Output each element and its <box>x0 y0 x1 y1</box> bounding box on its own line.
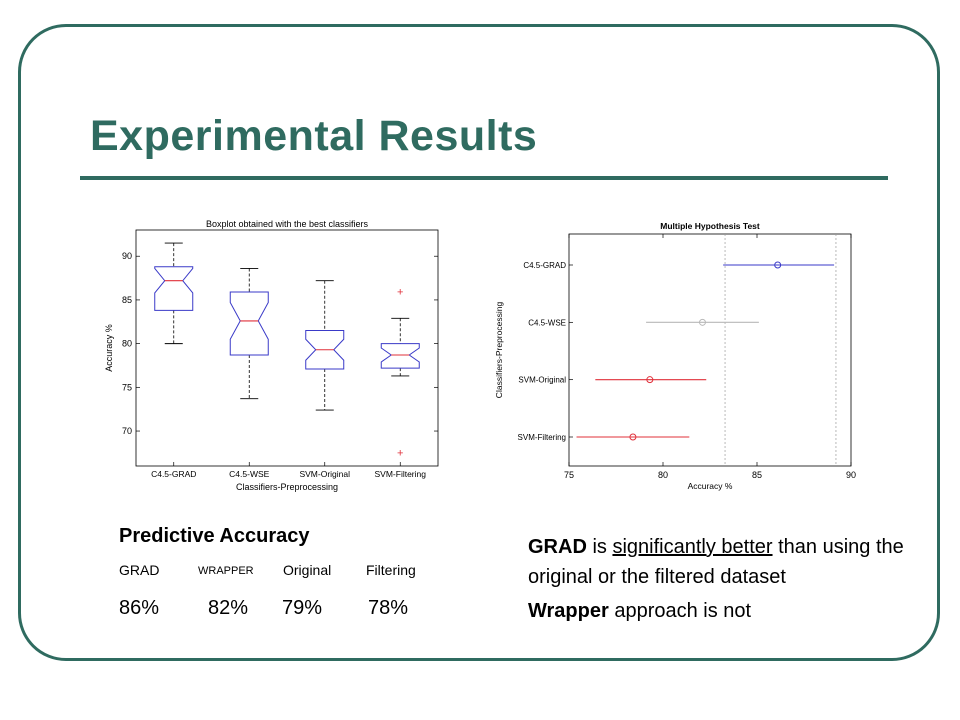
boxplot-box <box>305 330 345 370</box>
boxplot-xtick-label: C4.5-GRAD <box>151 469 196 479</box>
boxplot-ytick-label: 85 <box>122 295 132 305</box>
boxplot-box <box>154 266 194 311</box>
mht-title: Multiple Hypothesis Test <box>660 221 760 231</box>
mht-xtick-label: 85 <box>752 470 762 480</box>
boxplot-xtick-label: SVM-Filtering <box>375 469 427 479</box>
pa-label-wrapper: WRAPPER <box>198 565 254 577</box>
mht-ytick-label: C4.5-GRAD <box>523 261 566 270</box>
pa-value-filtering: 78% <box>368 597 409 619</box>
conclusion-grad: GRAD <box>528 536 587 558</box>
mht-axes-frame <box>568 233 852 467</box>
conclusion-line-2: Wrapper approach is not <box>528 596 948 626</box>
boxplot-axes-frame <box>135 229 439 467</box>
conclusion-wrapper: Wrapper <box>528 600 609 622</box>
boxplot-chart: Boxplot obtained with the best classifie… <box>104 219 439 492</box>
title-underline <box>80 176 888 180</box>
boxplot-xtick-label: C4.5-WSE <box>229 469 269 479</box>
conclusion-is: is <box>586 536 613 558</box>
boxplot-ytick-label: 70 <box>122 426 132 436</box>
multiple-hypothesis-test-chart: Multiple Hypothesis Test Accuracy % Classi… <box>494 221 856 491</box>
mht-xtick-label: 75 <box>564 470 574 480</box>
boxplot-box <box>229 291 269 356</box>
slide-frame <box>18 24 940 661</box>
pa-label-filtering: Filtering <box>366 562 416 578</box>
conclusion-line-1: GRAD is significantly better than using … <box>528 532 948 592</box>
boxplot-ytick-label: 90 <box>122 251 132 261</box>
predictive-accuracy-heading: Predictive Accuracy <box>119 525 310 547</box>
boxplot-title: Boxplot obtained with the best classifie… <box>206 219 369 229</box>
conclusion-significantly-better: significantly better <box>612 536 773 558</box>
pa-value-original: 79% <box>282 597 323 619</box>
conclusion-text: GRAD is significantly better than using … <box>528 532 948 630</box>
mht-ytick-label: C4.5-WSE <box>528 318 566 327</box>
conclusion-rest: than using the original or the filtered … <box>528 536 904 588</box>
mht-mean-marker <box>646 376 654 384</box>
mht-ylabel: Classifiers-Preprocessing <box>494 302 504 399</box>
boxplot-xtick-label: SVM-Original <box>299 469 350 479</box>
boxplot-outlier: + <box>397 447 403 459</box>
pa-label-grad: GRAD <box>119 562 160 578</box>
mht-ytick-label: SVM-Filtering <box>518 433 566 442</box>
mht-mean-marker <box>774 261 782 269</box>
pa-label-original: Original <box>283 562 332 578</box>
boxplot-ytick-label: 75 <box>122 382 132 392</box>
boxplot-ytick-label: 80 <box>122 339 132 349</box>
boxplot-outlier: + <box>397 287 403 299</box>
conclusion-wrapper-rest: approach is not <box>608 600 752 622</box>
boxplot-xlabel: Classifiers-Preprocessing <box>236 482 338 492</box>
mht-mean-marker <box>698 318 706 326</box>
mht-xlabel: Accuracy % <box>688 481 733 491</box>
boxplot-ylabel: Accuracy % <box>104 324 114 372</box>
mht-ytick-label: SVM-Original <box>518 376 566 385</box>
boxplot-box <box>380 343 420 369</box>
slide-title: Experimental Results <box>90 112 538 160</box>
mht-xtick-label: 80 <box>658 470 668 480</box>
mht-mean-marker <box>629 433 637 441</box>
pa-value-grad: 86% <box>119 597 160 619</box>
pa-value-wrapper: 82% <box>208 597 249 619</box>
mht-xtick-label: 90 <box>846 470 856 480</box>
